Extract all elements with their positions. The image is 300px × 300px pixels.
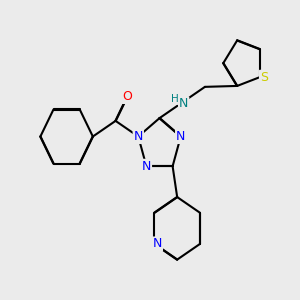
Text: N: N: [153, 238, 162, 250]
Text: O: O: [122, 90, 132, 103]
Text: N: N: [142, 160, 151, 173]
Text: N: N: [134, 130, 143, 143]
Text: N: N: [179, 98, 188, 110]
Text: N: N: [176, 130, 185, 143]
Text: S: S: [260, 71, 268, 84]
Text: H: H: [171, 94, 179, 104]
